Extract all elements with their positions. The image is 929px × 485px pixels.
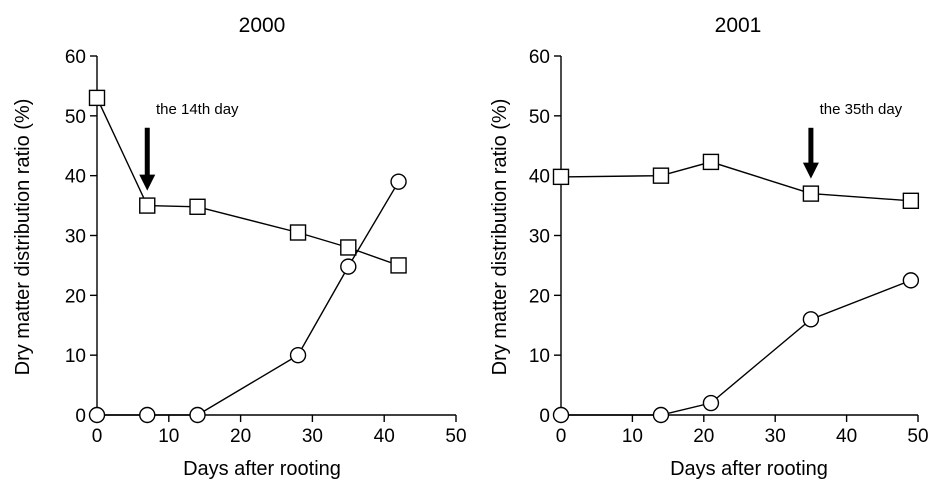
x-tick-label: 40 (836, 426, 857, 447)
x-tick-label: 40 (374, 426, 395, 447)
x-tick-label: 50 (445, 426, 466, 447)
y-tick-label: 30 (529, 227, 550, 248)
chart-panel-2001: 2001 Dry matter distribution ratio (%) D… (489, 14, 929, 480)
x-tick-label: 20 (693, 426, 714, 447)
y-tick-label: 60 (529, 47, 550, 68)
x-axis-label: Days after rooting (670, 458, 828, 480)
data-point-square (139, 197, 156, 214)
y-axis-label: Dry matter distribution ratio (%) (489, 99, 511, 376)
x-tick-label: 10 (622, 426, 643, 447)
data-point-square (802, 185, 820, 202)
series-line-circle (561, 279, 912, 416)
series-line-square (96, 97, 399, 267)
annotation-label: the 35th day (820, 101, 903, 118)
y-tick-label: 50 (65, 107, 86, 128)
y-tick-label: 40 (529, 167, 550, 188)
x-tick-label: 0 (556, 426, 567, 447)
y-tick-label: 40 (65, 167, 86, 188)
annotation-label: the 14th day (156, 101, 239, 118)
data-point-circle (902, 272, 920, 289)
data-point-circle (139, 406, 156, 424)
data-point-circle (88, 406, 106, 424)
x-tick-label: 0 (92, 426, 103, 447)
data-point-square (390, 257, 407, 274)
y-tick-label: 30 (65, 227, 86, 248)
data-point-square (88, 89, 106, 107)
x-tick-label: 30 (765, 426, 786, 447)
x-axis-label: Days after rooting (183, 458, 341, 480)
y-tick-label: 20 (65, 286, 86, 307)
data-point-circle (552, 406, 570, 424)
chart-panel-2000: 2000 Dry matter distribution ratio (%) D… (12, 14, 467, 480)
data-point-square (902, 192, 920, 209)
x-tick-label: 50 (907, 426, 928, 447)
annotation-arrow-head (802, 162, 819, 179)
data-point-circle (802, 311, 820, 328)
x-tick-label: 30 (302, 426, 323, 447)
data-point-square (289, 224, 307, 241)
data-point-circle (289, 346, 307, 364)
data-point-circle (390, 173, 407, 190)
y-axis-label: Dry matter distribution ratio (%) (12, 99, 34, 376)
x-tick-label: 10 (158, 426, 179, 447)
panel-title: 2000 (239, 14, 286, 37)
data-point-square (189, 198, 206, 215)
data-point-circle (702, 394, 720, 412)
series-line-circle (97, 181, 400, 416)
data-point-circle (189, 406, 206, 424)
data-point-circle (652, 406, 670, 424)
y-tick-label: 50 (529, 107, 550, 128)
series-line-square (560, 161, 911, 202)
data-point-square (702, 153, 720, 171)
data-point-square (552, 168, 570, 186)
panel-title: 2001 (715, 14, 762, 37)
data-point-square (340, 239, 357, 256)
y-tick-label: 10 (65, 346, 86, 367)
annotation-arrow-head (139, 174, 156, 191)
y-tick-label: 10 (529, 346, 550, 367)
y-tick-label: 0 (75, 406, 86, 427)
x-tick-label: 20 (230, 426, 251, 447)
data-point-circle (340, 258, 357, 275)
y-tick-label: 20 (529, 286, 550, 307)
y-tick-label: 60 (65, 47, 86, 68)
y-tick-label: 0 (539, 406, 550, 427)
data-point-square (652, 167, 670, 184)
